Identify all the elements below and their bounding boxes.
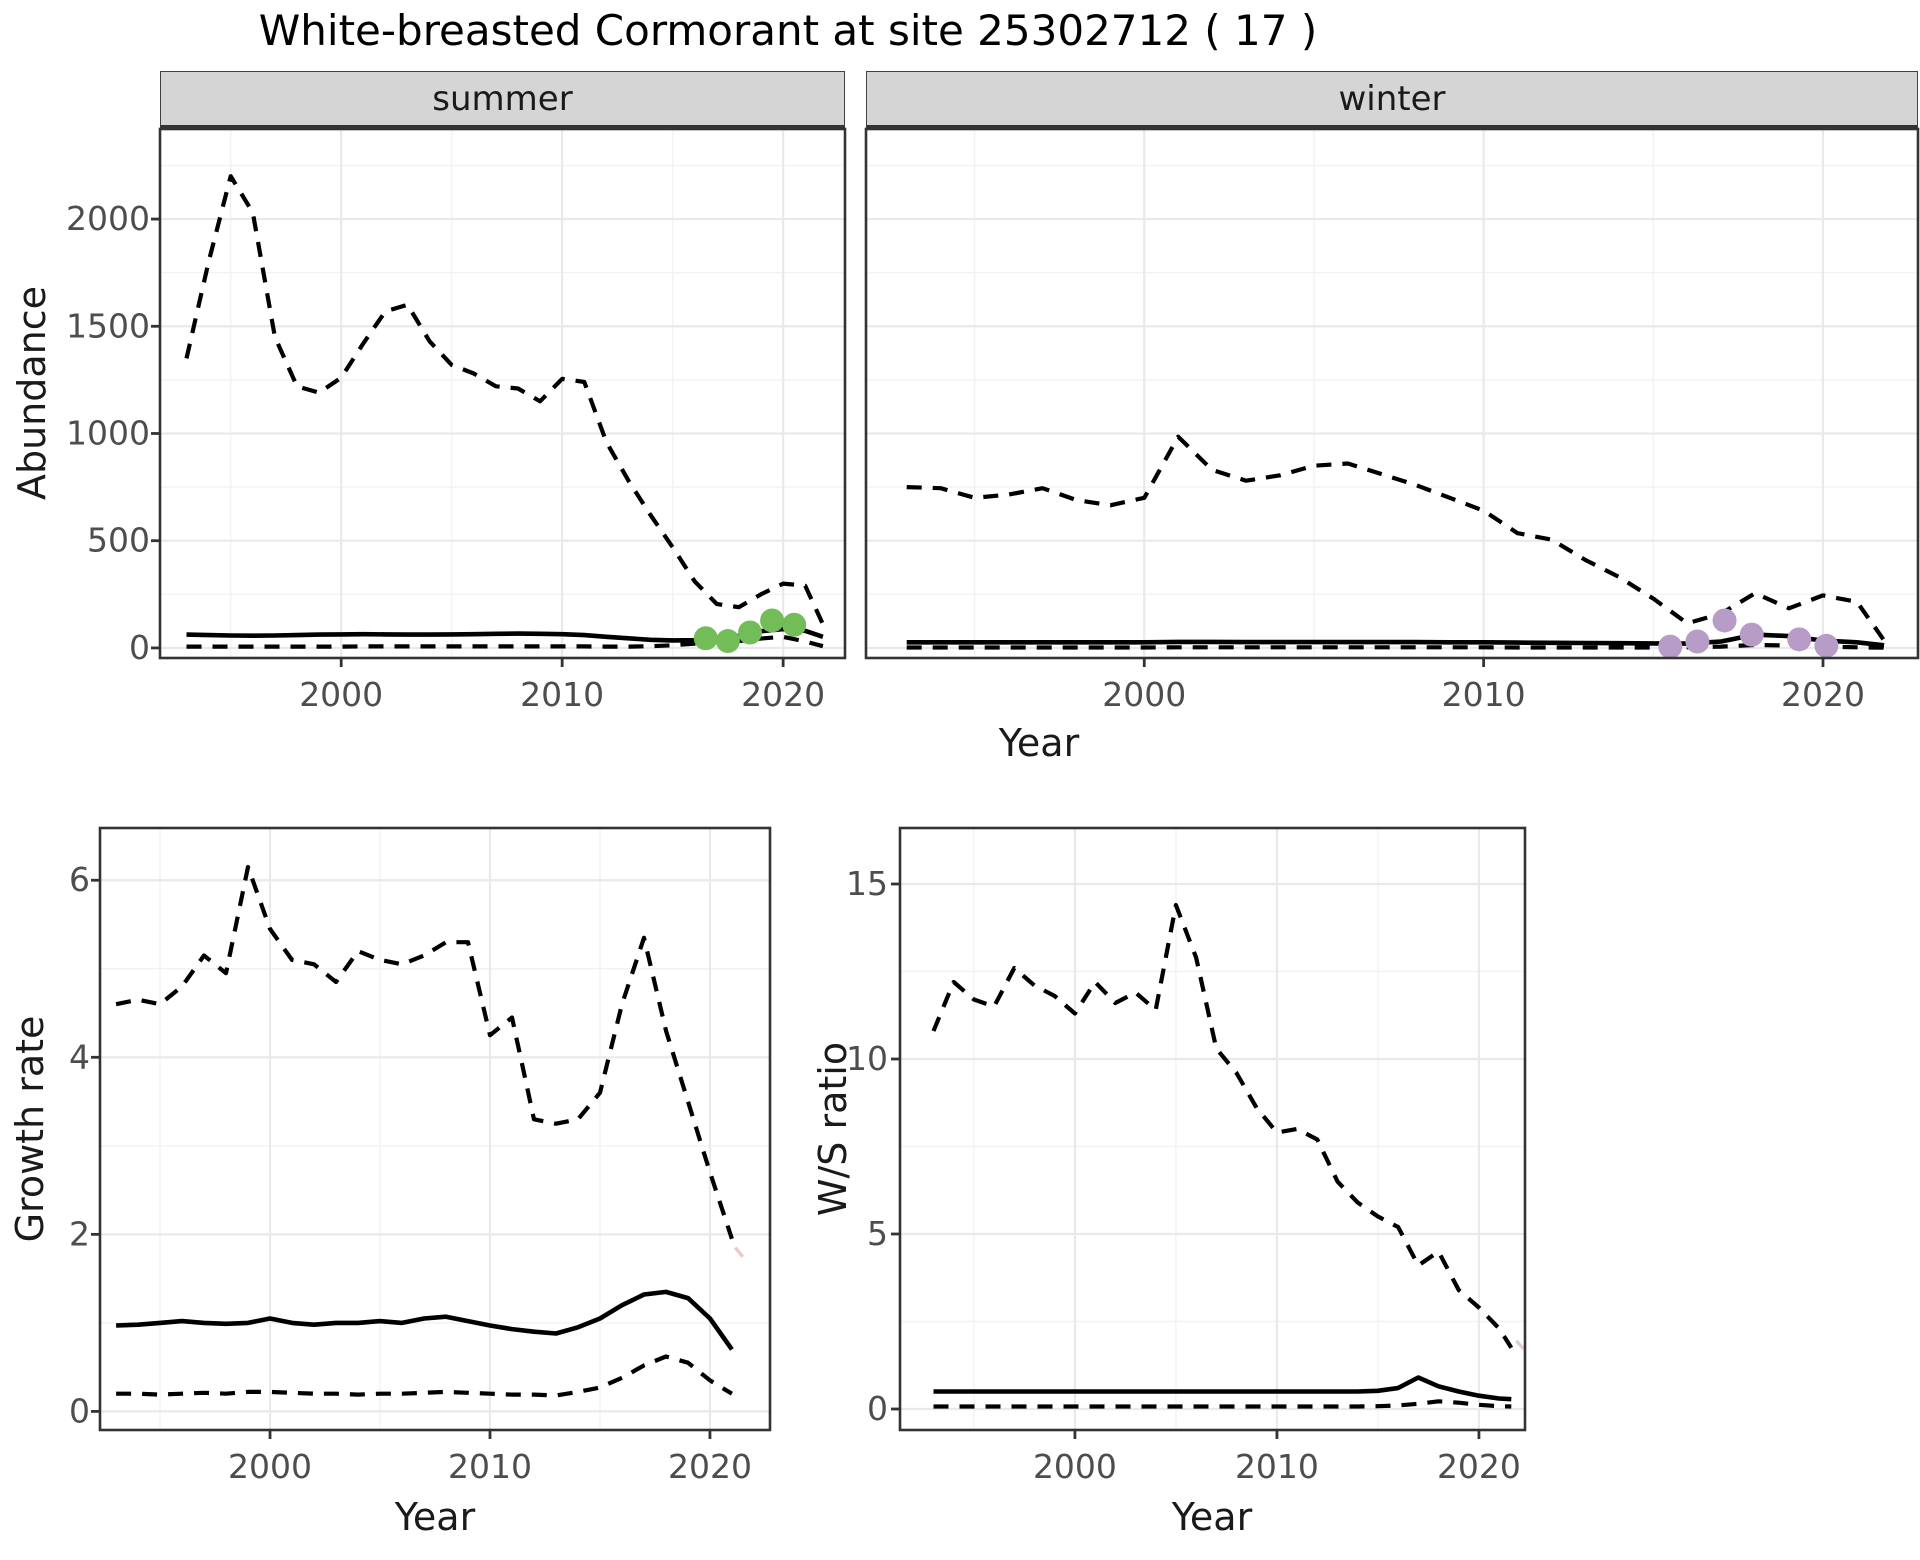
data-point — [693, 626, 718, 651]
growth-faint-tail — [733, 1246, 748, 1262]
chart-title: White-breasted Cormorant at site 2530271… — [258, 6, 1318, 55]
data-point — [760, 608, 785, 633]
x-tick-label: 2000 — [228, 1447, 312, 1486]
data-point — [1739, 622, 1764, 647]
axis-ticks: 2000 2010 2020 0 5 10 15 — [846, 864, 1521, 1486]
y-tick-label: 0 — [129, 628, 150, 667]
x-tick-label: 2020 — [1437, 1447, 1521, 1486]
x-tick-label: 2020 — [741, 675, 825, 714]
x-tick-label: 2020 — [668, 1447, 752, 1486]
x-tick-label: 2010 — [1442, 675, 1526, 714]
facet-strip-winter: winter — [866, 71, 1918, 129]
y-tick-label: 4 — [69, 1037, 90, 1076]
y-tick-label: 10 — [846, 1039, 888, 1078]
panel-growth: 2000 2010 2020 0 2 4 6 — [69, 826, 772, 1486]
data-point — [715, 629, 740, 654]
facet-strip-summer-label: summer — [432, 78, 573, 119]
y-axis-title-ws-ratio: W/S ratio — [811, 1041, 855, 1217]
x-axis-title-year-bottom-left: Year — [394, 1495, 476, 1539]
x-tick-label: 2000 — [1033, 1447, 1117, 1486]
winter-lower_95ci-line — [906, 642, 1885, 650]
observed-winter-counts — [1658, 608, 1839, 659]
panel-ws: 2000 2010 2020 0 5 10 15 — [846, 826, 1527, 1486]
x-tick-label: 2020 — [1781, 675, 1865, 714]
data-point — [1658, 634, 1683, 659]
panel-summer: 2000 2010 2020 0 500 1000 1500 2000 — [66, 127, 847, 714]
data-point — [1712, 608, 1737, 633]
axis-ticks: 2000 2010 2020 — [1102, 658, 1865, 714]
data-point — [1814, 633, 1839, 658]
axis-ticks: 2000 2010 2020 0 2 4 6 — [69, 860, 752, 1486]
ws-upper_95ci-line — [931, 902, 1514, 1349]
y-tick-label: 5 — [867, 1214, 888, 1253]
y-tick-label: 15 — [846, 864, 888, 903]
y-tick-label: 2 — [69, 1214, 90, 1253]
y-tick-label: 500 — [87, 521, 150, 560]
y-tick-label: 1500 — [66, 306, 150, 345]
axis-ticks: 2000 2010 2020 0 500 1000 1500 2000 — [66, 199, 825, 714]
data-point — [782, 612, 807, 637]
y-tick-label: 0 — [69, 1391, 90, 1430]
x-tick-label: 2010 — [1235, 1447, 1319, 1486]
series-lines — [115, 864, 734, 1398]
facet-strip-summer: summer — [160, 71, 845, 129]
panel-winter: 2000 2010 2020 — [864, 127, 1920, 714]
gridlines — [900, 828, 1525, 1430]
y-axis-title-growth-rate: Growth rate — [8, 1015, 52, 1243]
growth-median-line — [116, 1289, 734, 1351]
x-tick-label: 2000 — [299, 675, 383, 714]
x-tick-label: 2010 — [448, 1447, 532, 1486]
y-tick-label: 1000 — [66, 413, 150, 452]
y-axis-title-abundance: Abundance — [10, 285, 54, 501]
ws-faint-tail — [1515, 1339, 1525, 1350]
y-tick-label: 2000 — [66, 199, 150, 238]
data-point — [737, 620, 762, 645]
series-lines — [931, 902, 1514, 1409]
x-axis-title-year-bottom-right: Year — [1171, 1495, 1253, 1539]
data-point — [1787, 627, 1812, 652]
x-tick-label: 2010 — [520, 675, 604, 714]
x-axis-title-year-top: Year — [998, 721, 1080, 765]
facet-strip-winter-label: winter — [1338, 78, 1446, 119]
summer-upper_95ci-line — [184, 174, 825, 626]
observed-summer-counts — [693, 608, 807, 654]
ws-lower_95ci-line — [933, 1399, 1512, 1409]
y-tick-label: 6 — [69, 860, 90, 899]
x-tick-label: 2000 — [1102, 675, 1186, 714]
ws-median-line — [933, 1375, 1512, 1402]
y-tick-label: 0 — [867, 1389, 888, 1428]
data-point — [1685, 629, 1710, 654]
winter-median-line — [906, 632, 1885, 648]
